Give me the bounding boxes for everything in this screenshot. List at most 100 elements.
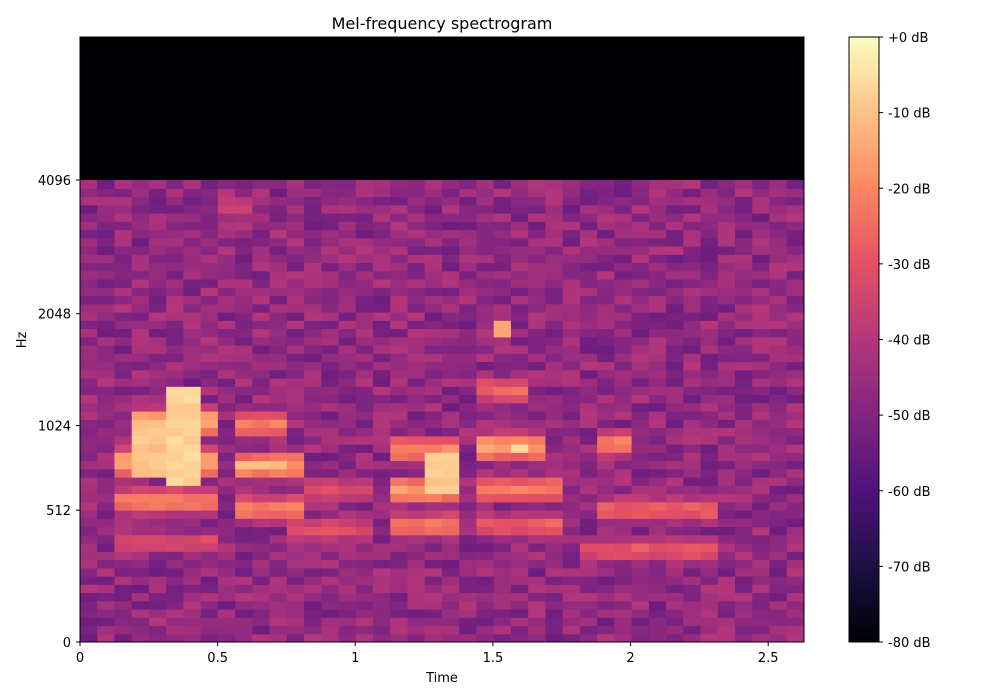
- heatmap-cell: [131, 518, 150, 528]
- heatmap-cell: [700, 435, 719, 445]
- heatmap-cell: [528, 179, 547, 189]
- heatmap-cell: [269, 237, 288, 247]
- heatmap-cell: [666, 427, 684, 437]
- heatmap-cell: [459, 476, 478, 486]
- heatmap-cell: [80, 212, 98, 222]
- heatmap-cell: [424, 394, 443, 404]
- heatmap-cell: [97, 609, 116, 618]
- heatmap-cell: [355, 311, 374, 321]
- heatmap-cell: [579, 287, 598, 297]
- heatmap-cell: [614, 567, 633, 577]
- heatmap-cell: [666, 460, 684, 470]
- heatmap-cell: [528, 625, 547, 635]
- heatmap-cell: [80, 402, 98, 412]
- heatmap-cell: [459, 617, 478, 627]
- heatmap-cell: [614, 303, 633, 313]
- heatmap-cell: [166, 419, 185, 429]
- heatmap-cell: [252, 344, 271, 354]
- heatmap-cell: [373, 336, 391, 346]
- heatmap-cell: [752, 278, 771, 288]
- heatmap-cell: [166, 245, 185, 255]
- heatmap-cell: [700, 468, 719, 478]
- heatmap-cell: [407, 212, 426, 222]
- heatmap-cell: [442, 509, 460, 519]
- heatmap-cell: [459, 295, 478, 305]
- heatmap-cell: [80, 518, 98, 528]
- heatmap-cell: [131, 328, 150, 338]
- heatmap-cell: [407, 468, 426, 478]
- heatmap-cell: [545, 584, 564, 594]
- heatmap-cell: [700, 295, 719, 305]
- heatmap-cell: [614, 526, 633, 536]
- heatmap-cell: [631, 543, 650, 552]
- heatmap-cell: [338, 485, 357, 495]
- heatmap-cell: [200, 617, 219, 627]
- heatmap-cell: [648, 394, 667, 404]
- heatmap-cell: [252, 584, 271, 594]
- heatmap-cell: [752, 543, 771, 552]
- heatmap-cell: [114, 576, 133, 585]
- heatmap-cell: [183, 394, 202, 404]
- heatmap-cell: [752, 427, 771, 437]
- heatmap-cell: [752, 443, 771, 453]
- heatmap-cell: [700, 493, 719, 503]
- heatmap-cell: [597, 526, 615, 536]
- heatmap-cell: [321, 262, 340, 272]
- heatmap-cell: [217, 204, 236, 214]
- heatmap-cell: [131, 559, 150, 569]
- heatmap-cell: [304, 609, 322, 618]
- heatmap-cell: [217, 518, 236, 528]
- heatmap-cell: [752, 361, 771, 371]
- heatmap-cell: [683, 551, 702, 561]
- heatmap-cell: [80, 584, 98, 594]
- heatmap-cell: [735, 518, 753, 528]
- x-tick-label: 2: [626, 651, 634, 666]
- heatmap-cell: [631, 254, 650, 264]
- heatmap-cell: [648, 567, 667, 577]
- heatmap-cell: [80, 534, 98, 544]
- heatmap-cell: [269, 295, 288, 305]
- heatmap-cell: [476, 443, 495, 453]
- heatmap-cell: [752, 633, 771, 642]
- heatmap-cell: [666, 237, 684, 247]
- heatmap-cell: [114, 485, 133, 495]
- heatmap-cell: [80, 377, 98, 387]
- heatmap-cell: [717, 559, 736, 569]
- heatmap-cell: [304, 410, 322, 420]
- heatmap-cell: [769, 179, 788, 189]
- heatmap-cell: [476, 543, 495, 552]
- heatmap-cell: [390, 493, 409, 503]
- heatmap-cell: [269, 576, 288, 585]
- heatmap-cell: [252, 419, 271, 429]
- heatmap-cell: [614, 592, 633, 602]
- heatmap-cell: [700, 509, 719, 519]
- heatmap-cell: [424, 419, 443, 429]
- heatmap-cell: [114, 501, 133, 511]
- heatmap-cell: [562, 633, 581, 642]
- heatmap-cell: [131, 600, 150, 610]
- heatmap-cell: [700, 476, 719, 486]
- heatmap-cell: [510, 377, 529, 387]
- heatmap-cell: [200, 377, 219, 387]
- heatmap-cell: [97, 576, 116, 585]
- heatmap-cell: [355, 476, 374, 486]
- heatmap-cell: [700, 229, 719, 239]
- heatmap-cell: [683, 179, 702, 189]
- heatmap-cell: [631, 204, 650, 214]
- heatmap-cell: [631, 485, 650, 495]
- heatmap-cell: [442, 600, 460, 610]
- heatmap-cell: [80, 576, 98, 585]
- heatmap-cell: [304, 188, 322, 198]
- heatmap-cell: [269, 386, 288, 396]
- heatmap-cell: [700, 526, 719, 536]
- heatmap-cell: [666, 419, 684, 429]
- heatmap-cell: [390, 534, 409, 544]
- plot-frame: [79, 36, 805, 643]
- heatmap-cell: [252, 460, 271, 470]
- heatmap-cell: [217, 270, 236, 280]
- heatmap-cell: [200, 229, 219, 239]
- heatmap-cell: [235, 204, 253, 214]
- heatmap-cell: [390, 509, 409, 519]
- heatmap-cell: [131, 245, 150, 255]
- heatmap-cell: [235, 476, 253, 486]
